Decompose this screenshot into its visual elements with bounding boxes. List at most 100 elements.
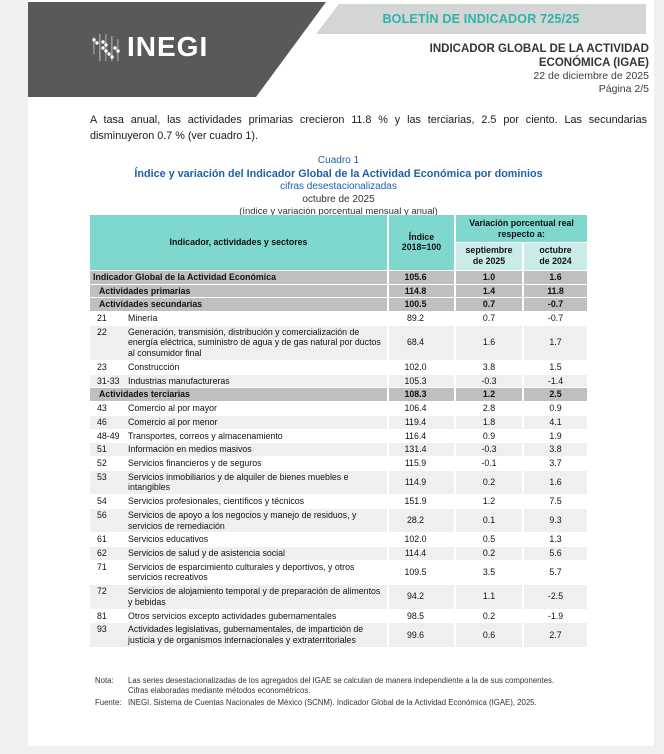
sector-name-cell: 72 Servicios de alojamiento temporal y de…	[90, 584, 387, 609]
monthly-variation-value: 1.4	[454, 283, 522, 298]
sector-code: 46	[97, 416, 107, 427]
index-value: 115.9	[387, 455, 454, 470]
table-row: 71 Servicios de esparcimiento culturales …	[90, 559, 588, 585]
index-value: 114.4	[387, 545, 454, 560]
document-title-line2: ECONÓMICA (IGAE)	[538, 56, 649, 69]
table-row: 56 Servicios de apoyo a los negocios y ma…	[90, 507, 588, 533]
index-value: 28.2	[387, 507, 454, 533]
column-header-indicator: Indicador, actividades y sectores	[90, 215, 387, 270]
index-value: 151.9	[387, 494, 454, 508]
table-row: 51 Información en medios masivos 131.4 -0.3…	[90, 442, 588, 456]
table-row: Actividades secundarias 100.5 0.7 -0.7	[90, 297, 588, 312]
index-value: 108.3	[387, 387, 454, 402]
inegi-logo: INEGI	[92, 33, 208, 61]
sector-name-cell: 61 Servicios educativos	[90, 532, 387, 546]
sector-name-cell: 43 Comercio al por mayor	[90, 401, 387, 415]
annual-variation-value: 1.6	[522, 269, 588, 284]
monthly-variation-value: 0.7	[454, 297, 522, 312]
annual-variation-value: 4.1	[522, 414, 588, 429]
document-title-line1: INDICADOR GLOBAL DE LA ACTIVIDAD	[429, 43, 649, 55]
table-title-block: Cuadro 1 Índice y variación del Indicado…	[90, 155, 587, 218]
sector-code: 81	[97, 610, 107, 621]
column-header-september: septiembre de 2025	[454, 242, 522, 270]
monthly-variation-value: 0.5	[454, 532, 522, 546]
monthly-variation-value: 0.6	[454, 622, 522, 647]
page-number: Página 2/5	[598, 83, 649, 95]
document-date: 22 de diciembre de 2025	[533, 70, 649, 82]
sector-name-cell: 93 Actividades legislativas, gubernamenta…	[90, 622, 387, 647]
annual-variation-value: 5.6	[522, 545, 588, 560]
monthly-variation-value: 0.9	[454, 428, 522, 443]
sector-code: 56	[97, 509, 107, 520]
sector-name: Comercio al por mayor	[128, 403, 217, 414]
table-subtitle-1: cifras desestacionalizadas	[280, 181, 397, 192]
monthly-variation-value: 0.7	[454, 311, 522, 325]
sector-name: Servicios de alojamiento temporal y de p…	[128, 586, 381, 607]
sector-code: 23	[97, 361, 107, 372]
sector-name: Servicios de salud y de asistencia socia…	[128, 547, 285, 558]
table-row: 22 Generación, transmisión, distribución …	[90, 324, 588, 360]
annual-variation-value: 3.8	[522, 442, 588, 456]
sector-code: 93	[97, 624, 107, 635]
sector-code: 48-49	[97, 430, 120, 441]
sector-code: 71	[97, 561, 107, 572]
monthly-variation-value: 1.1	[454, 584, 522, 609]
index-value: 116.4	[387, 428, 454, 443]
sector-code: 21	[97, 313, 107, 324]
table-row: 46 Comercio al por menor 119.4 1.8 4.1	[90, 414, 588, 429]
table-row: 52 Servicios financieros y de seguros 115.…	[90, 455, 588, 470]
table-row: Actividades primarias 114.8 1.4 11.8	[90, 283, 588, 298]
annual-variation-value: -0.7	[522, 311, 588, 325]
bulletin-banner-label: BOLETÍN DE INDICADOR 725/25	[382, 12, 580, 26]
annual-variation-value: -2.5	[522, 584, 588, 609]
annual-variation-value: 7.5	[522, 494, 588, 508]
document-page: INEGI BOLETÍN DE INDICADOR 725/25 INDICA…	[28, 0, 654, 746]
sector-name-cell: 81 Otros servicios excepto actividades gu…	[90, 608, 387, 623]
index-value: 89.2	[387, 311, 454, 325]
annual-variation-value: 5.7	[522, 559, 588, 585]
inegi-header-banner: INEGI	[28, 2, 326, 97]
table-row: 62 Servicios de salud y de asistencia soc…	[90, 545, 588, 560]
table-row: 53 Servicios inmobiliarios y de alquiler …	[90, 469, 588, 495]
sector-name-cell: Actividades secundarias	[90, 297, 387, 312]
table-row: 81 Otros servicios excepto actividades gu…	[90, 608, 588, 623]
sector-name-cell: 51 Información en medios masivos	[90, 442, 387, 456]
intro-paragraph: A tasa anual, las actividades primarias …	[90, 114, 647, 142]
table-pretitle: Cuadro 1	[317, 155, 360, 166]
table-row: 43 Comercio al por mayor 106.4 2.8 0.9	[90, 401, 588, 415]
table-row: 23 Construcción 102.0 3.8 1.5	[90, 359, 588, 374]
note-line-1: Las series desestacionalizadas de los ag…	[128, 676, 555, 685]
table-notes: Nota: Las series desestacionalizadas de …	[95, 676, 647, 710]
table-row: 48-49 Transportes, correos y almacenamien…	[90, 428, 588, 443]
sector-code: 61	[97, 534, 107, 545]
sector-name-cell: 62 Servicios de salud y de asistencia soc…	[90, 545, 387, 560]
source-text: INEGI. Sistema de Cuentas Nacionales de …	[128, 698, 537, 707]
sector-name: Construcción	[128, 361, 180, 372]
table-row: 21 Minería 89.2 0.7 -0.7	[90, 311, 588, 325]
annual-variation-value: -1.9	[522, 608, 588, 623]
annual-variation-value: 1.6	[522, 469, 588, 495]
table-subtitle-2: octubre de 2025	[302, 193, 375, 205]
igae-table-wrap: Indicador, actividades y sectores Índice…	[90, 215, 588, 647]
monthly-variation-value: 0.2	[454, 608, 522, 623]
annual-variation-value: 2.7	[522, 622, 588, 647]
table-row: 54 Servicios profesionales, científicos y…	[90, 494, 588, 508]
sector-code: 31-33	[97, 375, 120, 386]
sector-name: Comercio al por menor	[128, 416, 218, 427]
sector-name-cell: 21 Minería	[90, 311, 387, 325]
table-row: Actividades terciarias 108.3 1.2 2.5	[90, 387, 588, 402]
index-value: 100.5	[387, 297, 454, 312]
sector-name: Generación, transmisión, distribución y …	[128, 326, 381, 359]
index-value: 98.5	[387, 608, 454, 623]
note-label: Nota:	[95, 676, 114, 685]
monthly-variation-value: 1.0	[454, 269, 522, 284]
sector-code: 53	[97, 471, 107, 482]
sector-name-cell: Actividades terciarias	[90, 387, 387, 402]
sector-code: 51	[97, 444, 107, 455]
monthly-variation-value: -0.3	[454, 442, 522, 456]
annual-variation-value: -0.7	[522, 297, 588, 312]
table-subtitle-3: (índice y variación porcentual mensual y…	[239, 206, 438, 217]
annual-variation-value: 0.9	[522, 401, 588, 415]
sector-name: Servicios inmobiliarios y de alquiler de…	[128, 471, 349, 493]
annual-variation-value: 11.8	[522, 283, 588, 298]
